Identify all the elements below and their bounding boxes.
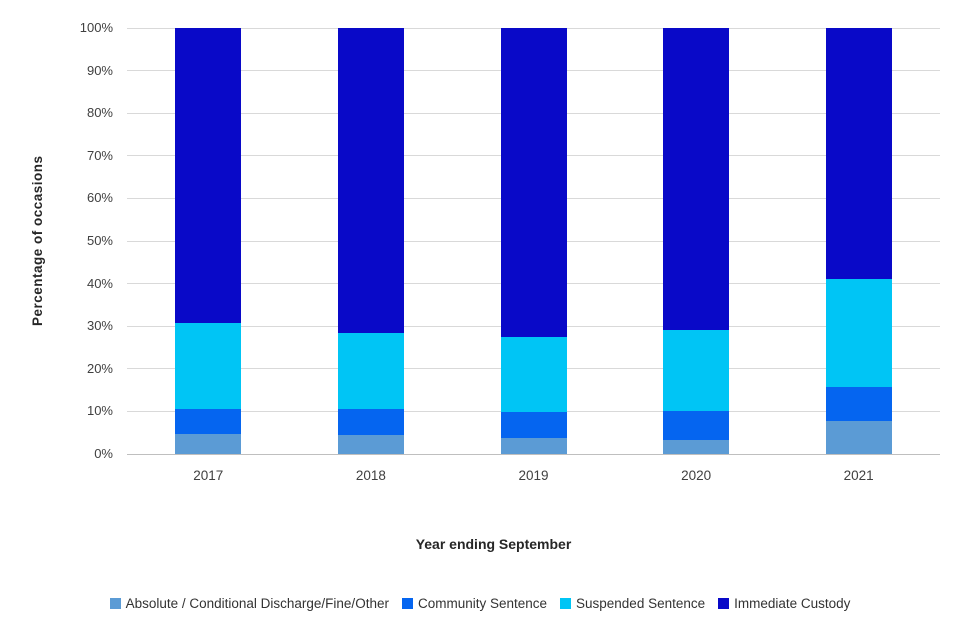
legend-item-absolute-conditional-discharge-fine-other: Absolute / Conditional Discharge/Fine/Ot… xyxy=(109,596,389,611)
segment-2021-absolute-conditional-discharge-fine-other xyxy=(825,421,892,454)
segment-2020-immediate-custody xyxy=(663,28,730,331)
gridline-0% xyxy=(127,453,940,455)
segment-2018-community-sentence xyxy=(337,408,404,435)
x-tick-label-2020: 2020 xyxy=(681,468,712,483)
legend-swatch-icon xyxy=(109,598,121,609)
y-tick-label-10: 10% xyxy=(86,403,113,419)
legend-label: Community Sentence xyxy=(417,596,548,611)
legend-item-community-sentence: Community Sentence xyxy=(401,596,548,611)
legend-label: Suspended Sentence xyxy=(576,596,706,611)
legend-swatch-icon xyxy=(401,598,413,609)
bar-2019 xyxy=(500,28,567,454)
y-tick-label-40: 40% xyxy=(86,275,113,291)
y-tick-label-30: 30% xyxy=(86,318,113,334)
segment-2019-suspended-sentence xyxy=(500,336,567,412)
chart-legend: Absolute / Conditional Discharge/Fine/Ot… xyxy=(0,596,960,611)
segment-2020-suspended-sentence xyxy=(663,330,730,411)
gridline-100% xyxy=(127,27,940,29)
plot-area xyxy=(127,27,940,455)
bar-2020 xyxy=(663,28,730,454)
segment-2021-suspended-sentence xyxy=(825,279,892,388)
segment-2018-absolute-conditional-discharge-fine-other xyxy=(337,434,404,454)
y-tick-label-0: 0% xyxy=(94,446,113,461)
y-tick-label-20: 20% xyxy=(86,360,113,376)
segment-2017-absolute-conditional-discharge-fine-other xyxy=(175,433,242,454)
segment-2017-community-sentence xyxy=(175,409,242,434)
bar-2017 xyxy=(175,28,242,454)
x-tick-label-2017: 2017 xyxy=(193,468,224,483)
bar-2021 xyxy=(825,28,892,454)
x-tick-label-2021: 2021 xyxy=(843,468,874,483)
bar-2018 xyxy=(337,28,404,454)
legend-item-immediate-custody: Immediate Custody xyxy=(718,596,850,611)
legend-swatch-icon xyxy=(560,598,572,609)
segment-2021-community-sentence xyxy=(825,387,892,422)
x-tick-label-2019: 2019 xyxy=(518,468,549,483)
x-axis-title: Year ending September xyxy=(415,536,572,552)
y-tick-label-90: 90% xyxy=(86,62,113,78)
segment-2018-suspended-sentence xyxy=(337,332,404,409)
legend-label: Immediate Custody xyxy=(734,596,851,611)
segment-2019-community-sentence xyxy=(500,411,567,438)
segment-2018-immediate-custody xyxy=(337,28,404,333)
segment-2017-suspended-sentence xyxy=(175,322,242,410)
segment-2020-community-sentence xyxy=(663,411,730,440)
segment-2021-immediate-custody xyxy=(825,28,892,280)
y-tick-label-60: 60% xyxy=(86,190,113,206)
y-tick-label-50: 50% xyxy=(86,233,113,248)
legend-label: Absolute / Conditional Discharge/Fine/Ot… xyxy=(125,596,389,611)
y-tick-label-70: 70% xyxy=(86,147,113,163)
x-tick-label-2018: 2018 xyxy=(355,468,386,483)
y-tick-label-80: 80% xyxy=(86,105,113,121)
legend-swatch-icon xyxy=(718,598,730,609)
legend-item-suspended-sentence: Suspended Sentence xyxy=(560,596,705,611)
segment-2019-immediate-custody xyxy=(500,28,567,337)
y-tick-label-100: 100% xyxy=(79,20,113,35)
y-axis-title: Percentage of occasions xyxy=(30,155,45,327)
segment-2019-absolute-conditional-discharge-fine-other xyxy=(500,437,567,454)
segment-2017-immediate-custody xyxy=(175,28,242,323)
segment-2020-absolute-conditional-discharge-fine-other xyxy=(663,439,730,454)
